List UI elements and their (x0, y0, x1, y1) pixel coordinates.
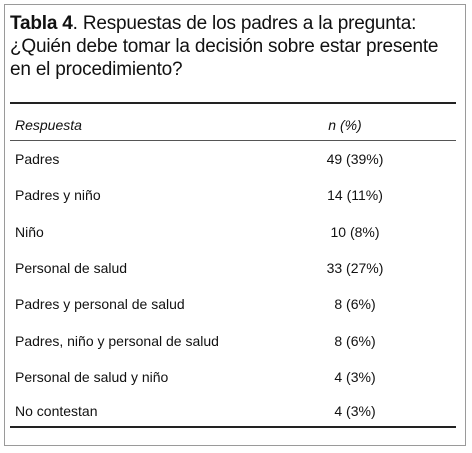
table-top-rule (10, 102, 456, 104)
table-header-rule (10, 140, 456, 141)
table-row: Padres y personal de salud 8 (6%) (10, 296, 456, 316)
column-header-n: n (%) (328, 117, 362, 133)
table-row: Padres 49 (39%) (10, 151, 456, 171)
row-n: 4 (3%) (334, 403, 376, 419)
row-n: 8 (6%) (334, 333, 376, 349)
row-respuesta: Personal de salud y niño (15, 369, 169, 385)
table-frame (4, 4, 466, 446)
row-n: 10 (8%) (330, 224, 380, 240)
table-caption-text: . Respuestas de los padres a la pregunta… (10, 13, 439, 80)
column-header-respuesta: Respuesta (15, 117, 82, 133)
table-row: No contestan 4 (3%) (10, 403, 456, 423)
row-respuesta: Niño (15, 224, 44, 240)
row-respuesta: Padres (15, 151, 60, 167)
table-row: Padres y niño 14 (11%) (10, 187, 456, 207)
row-n: 8 (6%) (334, 296, 376, 312)
table-caption-label: Tabla 4 (10, 13, 73, 34)
table-row: Personal de salud 33 (27%) (10, 260, 456, 280)
table-row: Niño 10 (8%) (10, 224, 456, 244)
row-respuesta: No contestan (15, 403, 98, 419)
table-row: Personal de salud y niño 4 (3%) (10, 369, 456, 389)
table-caption: Tabla 4. Respuestas de los padres a la p… (10, 12, 462, 81)
row-respuesta: Padres y niño (15, 187, 101, 203)
row-n: 4 (3%) (334, 369, 376, 385)
row-n: 14 (11%) (327, 187, 383, 203)
table-row: Padres, niño y personal de salud 8 (6%) (10, 333, 456, 353)
row-n: 33 (27%) (326, 260, 384, 276)
table-bottom-rule (10, 426, 456, 428)
row-respuesta: Padres, niño y personal de salud (15, 333, 219, 349)
row-respuesta: Padres y personal de salud (15, 296, 185, 312)
row-n: 49 (39%) (326, 151, 384, 167)
row-respuesta: Personal de salud (15, 260, 128, 276)
